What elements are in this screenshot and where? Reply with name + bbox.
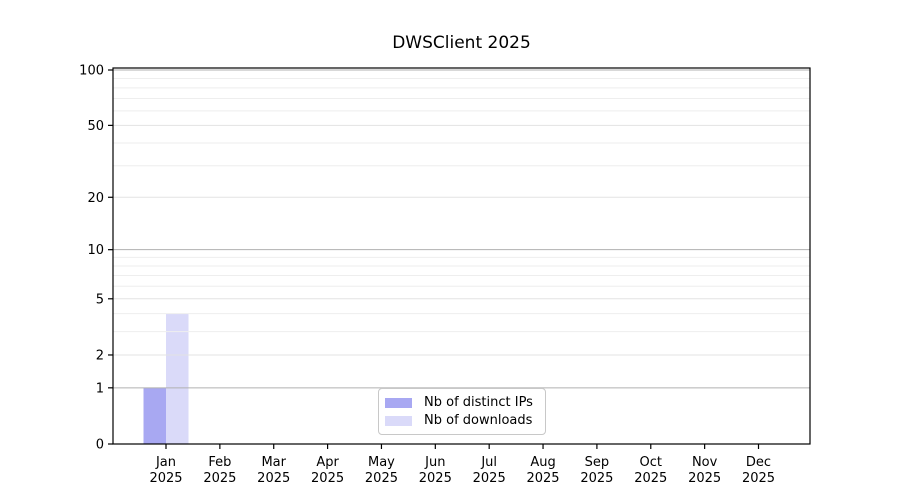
- chart-title: DWSClient 2025: [392, 33, 531, 53]
- x-tick-label-feb: Feb: [208, 455, 231, 470]
- x-tick-label-oct: Oct: [640, 455, 662, 470]
- y-tick-label-5: 5: [96, 292, 104, 307]
- legend-label-distinct-ips: Nb of distinct IPs: [424, 395, 533, 410]
- plot-border: [112, 67, 811, 445]
- y-tick-label-2: 2: [96, 348, 104, 363]
- x-tick-label-aug: Aug: [530, 455, 555, 470]
- x-tick-label-jan: Jan: [155, 455, 176, 470]
- bar-nb-of-downloads-jan: [166, 313, 189, 444]
- x-tick-label-dec: Dec: [746, 455, 771, 470]
- y-tick-label-50: 50: [87, 119, 104, 134]
- bar-nb-of-distinct-ips-jan: [143, 387, 166, 444]
- legend-swatch-distinct-ips: [385, 398, 412, 408]
- x-tick-year-nov: 2025: [688, 471, 721, 486]
- y-tick-label-0: 0: [96, 438, 104, 453]
- y-tick-label-20: 20: [87, 191, 104, 206]
- y-tick-label-100: 100: [79, 64, 104, 79]
- x-tick-year-dec: 2025: [742, 471, 775, 486]
- y-tick-label-1: 1: [96, 381, 104, 396]
- x-tick-year-mar: 2025: [257, 471, 290, 486]
- legend-item-distinct-ips: Nb of distinct IPs: [385, 394, 541, 412]
- legend-swatch-downloads: [385, 416, 412, 426]
- legend-item-downloads: Nb of downloads: [385, 412, 541, 430]
- x-tick-year-sep: 2025: [580, 471, 613, 486]
- x-tick-year-apr: 2025: [311, 471, 344, 486]
- x-tick-label-apr: Apr: [316, 455, 339, 470]
- legend-label-downloads: Nb of downloads: [424, 413, 533, 428]
- x-tick-year-jan: 2025: [149, 471, 182, 486]
- x-tick-year-oct: 2025: [634, 471, 667, 486]
- x-tick-label-sep: Sep: [585, 455, 610, 470]
- x-tick-label-jul: Jul: [480, 455, 497, 470]
- x-tick-year-feb: 2025: [203, 471, 236, 486]
- x-tick-year-may: 2025: [365, 471, 398, 486]
- x-tick-year-jun: 2025: [419, 471, 452, 486]
- x-tick-year-jul: 2025: [473, 471, 506, 486]
- x-tick-label-jun: Jun: [424, 455, 445, 470]
- x-tick-year-aug: 2025: [526, 471, 559, 486]
- x-tick-label-nov: Nov: [692, 455, 718, 470]
- x-tick-label-may: May: [368, 455, 395, 470]
- y-tick-label-10: 10: [87, 243, 104, 258]
- x-tick-label-mar: Mar: [261, 455, 286, 470]
- legend: Nb of distinct IPs Nb of downloads: [378, 388, 546, 435]
